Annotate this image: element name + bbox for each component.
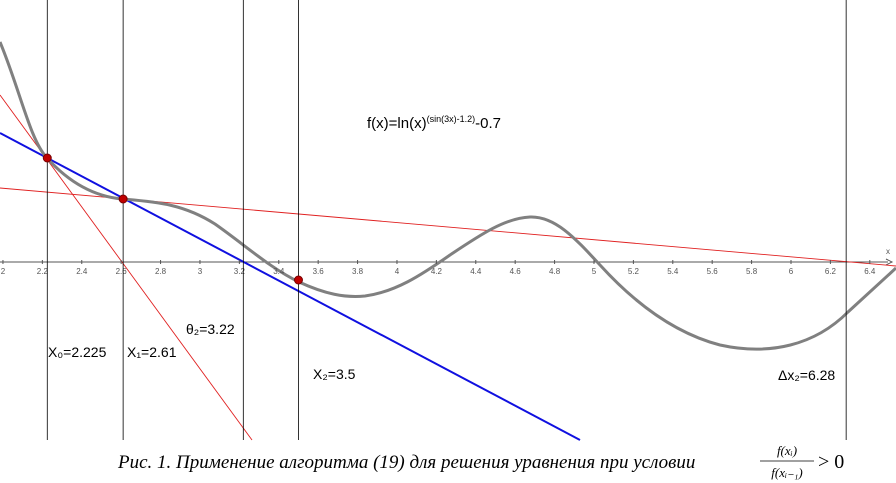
x-tick-label: 5 [592,267,597,276]
x-tick-label: 2.4 [76,267,88,276]
x-tick-label: 6 [789,267,794,276]
iteration-point [42,153,52,163]
tangent-line [0,132,581,441]
line-label: X₀=2.225 [48,344,107,360]
formula-tail: -0.7 [475,115,501,132]
formula-exponent: (sin(3x)-1.2) [427,114,476,124]
x-tick-label: 3.6 [313,267,325,276]
x-tick-label: 5.8 [746,267,758,276]
axis-label: x [886,247,890,256]
formula: f(x)=ln(x)(sin(3x)-1.2)-0.7 [367,114,501,132]
x-tick-label: 2.6 [116,267,128,276]
function-curve [0,41,896,351]
x-tick-label: 4.6 [510,267,522,276]
x-tick-label: 5.6 [707,267,719,276]
x-tick-label: 4 [395,267,400,276]
x-tick-label: 3.4 [273,267,285,276]
x-tick-label: 2.2 [37,267,49,276]
x-tick-label: 4.2 [431,267,443,276]
formula-base: f(x)=ln(x) [367,115,427,132]
x-tick-label: 3 [198,267,203,276]
x-tick-label: 2 [1,267,6,276]
condition-relation: > 0 [818,451,844,473]
x-tick-label: 2.8 [155,267,167,276]
condition-numerator: f(xᵢ) [777,443,797,458]
caption: Рис. 1. Применение алгоритма (19) для ре… [117,452,695,473]
x-tick-label: 6.2 [825,267,837,276]
x-tick-label: 3.8 [352,267,364,276]
line-label: θ₂=3.22 [186,321,235,337]
condition-denominator: f(xᵢ₋₁) [771,465,802,480]
iteration-point [293,275,303,285]
x-tick-label: 6.4 [864,267,876,276]
x-tick-label: 5.4 [667,267,679,276]
x-tick-label: 5.2 [628,267,640,276]
x-tick-label: 4.4 [470,267,482,276]
iteration-point [118,194,128,204]
line-label: X₁=2.61 [127,344,177,360]
x-tick-label: 4.8 [549,267,561,276]
axis-arrow [885,258,894,266]
line-label: X₂=3.5 [313,366,356,382]
x-tick-label: 3.2 [234,267,246,276]
line-label: Δx₂=6.28 [778,367,835,383]
